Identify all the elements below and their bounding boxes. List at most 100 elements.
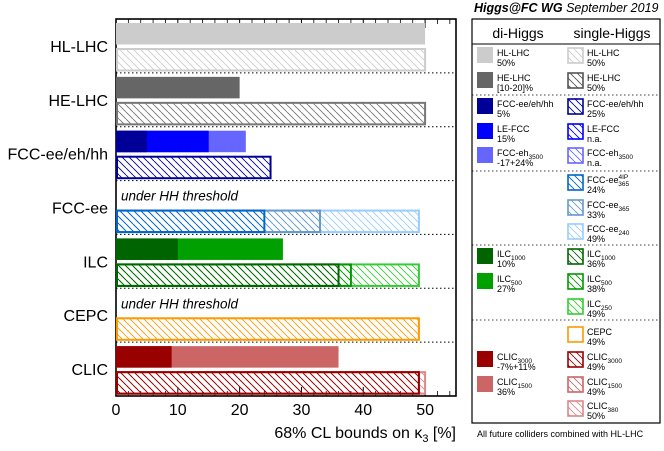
legend-text: FCC-eh3500 xyxy=(587,148,633,161)
di-higgs-bar xyxy=(116,238,178,260)
category-label: CLIC xyxy=(72,362,108,379)
legend-text: 50% xyxy=(587,83,605,93)
di-higgs-bar xyxy=(116,130,147,153)
legend-text: 49% xyxy=(587,234,605,244)
category-label: ILC xyxy=(83,254,108,271)
legend-col-di: di-Higgs xyxy=(492,25,543,41)
legend-text: FCC-ee4IP 365 xyxy=(587,174,630,188)
legend-text: n.a. xyxy=(587,158,602,168)
legend-text: LE-FCC xyxy=(587,124,620,134)
legend-text: FCC-ee240 xyxy=(587,224,630,237)
legend: di-Higgs single-Higgs All future colliders… xyxy=(471,18,661,439)
legend-swatch xyxy=(567,199,584,216)
single-higgs-bar xyxy=(116,371,420,395)
legend-swatch xyxy=(567,223,584,240)
legend-text: -7%+11% xyxy=(497,362,536,372)
legend-text: 38% xyxy=(587,284,605,294)
legend-text: ILC1000 xyxy=(497,249,526,262)
legend-text: 50% xyxy=(587,58,605,68)
legend-text: CLIC1500 xyxy=(497,377,532,390)
legend-swatch xyxy=(477,376,493,392)
single-higgs-bar xyxy=(116,48,427,72)
di-higgs-bar xyxy=(116,23,426,45)
di-higgs-bar xyxy=(116,346,172,368)
legend-swatch xyxy=(567,326,584,343)
legend-text: HE-LHC xyxy=(587,73,621,83)
legend-text: 10% xyxy=(497,259,515,269)
legend-text: FCC-ee365 xyxy=(587,200,630,213)
x-tick-label: 50 xyxy=(416,402,434,419)
legend-swatch xyxy=(567,400,584,417)
legend-text: ILC1000 xyxy=(587,249,616,262)
legend-swatch xyxy=(567,47,584,64)
header-date: September 2019 xyxy=(566,1,659,15)
legend-swatch xyxy=(477,72,493,88)
di-higgs-bar xyxy=(116,76,240,99)
category-label: FCC-ee/eh/hh xyxy=(8,147,109,164)
plot-area: 0 10 20 30 40 50 68% CL bounds on κ3 [%] HL-LHC… xyxy=(8,18,457,445)
legend-text: [10-20]% xyxy=(497,83,533,93)
legend-swatch xyxy=(477,147,493,163)
legend-swatch xyxy=(567,273,584,290)
legend-swatch xyxy=(567,174,584,191)
legend-text: 5% xyxy=(497,109,510,119)
single-higgs-bar xyxy=(116,263,340,287)
legend-text: FCC-ee/eh/hh xyxy=(497,99,554,109)
legend-swatch xyxy=(567,98,584,115)
legend-frame xyxy=(471,18,661,424)
legend-text: 49% xyxy=(587,337,605,347)
legend-col-single: single-Higgs xyxy=(573,25,650,41)
legend-swatch xyxy=(567,72,584,89)
legend-swatch xyxy=(477,248,493,264)
legend-entry-he-di: HE-LHC[10-20]% xyxy=(477,72,533,93)
legend-text: CLIC1500 xyxy=(587,377,622,390)
legend-text: 27% xyxy=(497,284,515,294)
x-tick-label: 0 xyxy=(112,402,121,419)
legend-entry-clic3000-di: CLIC3000-7%+11% xyxy=(477,351,536,372)
header-group: Higgs@FC WG xyxy=(474,1,563,15)
figure-header: Higgs@FC WG September 2019 xyxy=(474,1,659,15)
single-higgs-bar xyxy=(116,155,272,180)
legend-swatch xyxy=(567,248,584,265)
category-label: FCC-ee xyxy=(52,201,108,218)
legend-text: 36% xyxy=(497,387,515,397)
plot-frame xyxy=(115,18,457,397)
legend-swatch xyxy=(567,123,584,140)
category-label: HE-LHC xyxy=(48,93,108,110)
legend-text: 49% xyxy=(587,387,605,397)
legend-text: LE-FCC xyxy=(497,124,530,134)
legend-swatch xyxy=(477,47,493,63)
legend-text: CLIC3000 xyxy=(497,352,532,365)
category-label: CEPC xyxy=(64,308,108,325)
threshold-annotation: under HH threshold xyxy=(121,296,239,311)
legend-text: HE-LHC xyxy=(497,73,531,83)
legend-text: 24% xyxy=(587,185,605,195)
legend-swatch xyxy=(477,273,493,289)
legend-footnote: All future colliders combined with HL-LH… xyxy=(477,429,644,439)
legend-text: 36% xyxy=(587,259,605,269)
legend-text: ILC500 xyxy=(587,274,612,287)
legend-swatch xyxy=(567,351,584,368)
legend-text: CLIC3000 xyxy=(587,352,622,365)
x-tick-label: 20 xyxy=(231,402,249,419)
single-higgs-bar xyxy=(116,101,427,126)
legend-text: 49% xyxy=(587,362,605,372)
legend-text: HL-LHC xyxy=(497,48,530,58)
legend-text: 50% xyxy=(497,58,515,68)
x-axis-label: 68% CL bounds on κ3 [%] xyxy=(274,425,456,445)
